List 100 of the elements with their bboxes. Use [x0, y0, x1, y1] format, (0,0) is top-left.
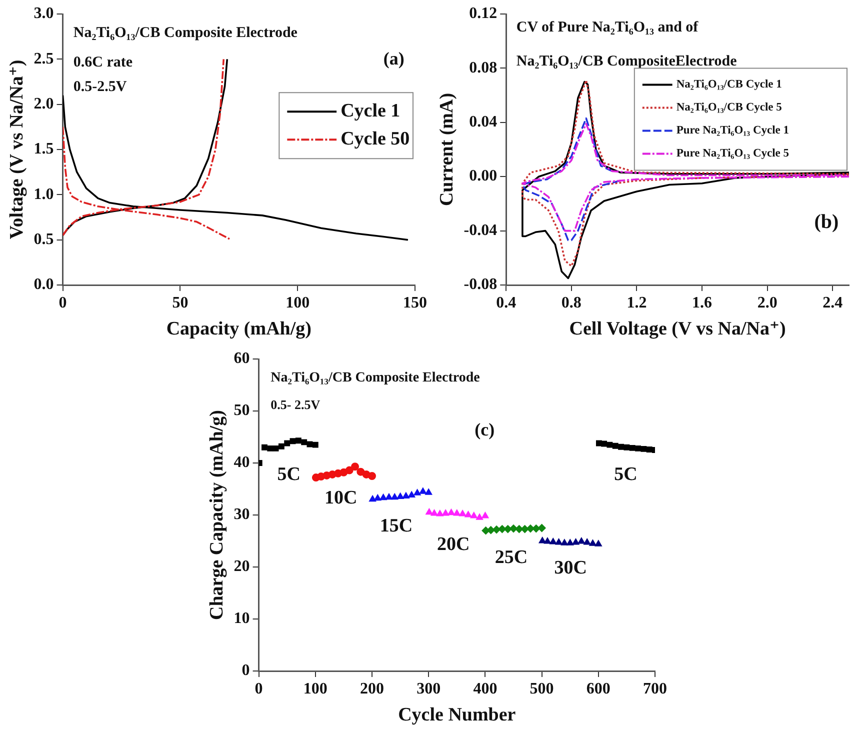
annotation: 25C	[494, 546, 528, 568]
point	[589, 540, 596, 546]
point	[566, 539, 574, 546]
x-tick-label: 600	[586, 680, 610, 698]
point	[312, 442, 318, 448]
annotation: Na₂Ti₆O₁₃/CB CompositeElectrode	[516, 53, 738, 70]
y-tick-label: 1.0	[34, 186, 54, 203]
point	[301, 439, 308, 446]
point	[453, 509, 460, 516]
point	[612, 442, 618, 449]
point	[538, 537, 546, 544]
point	[550, 538, 557, 544]
point	[448, 508, 455, 516]
legend-label: Na₂Ti₆O₁₃/CB Cycle 1	[676, 78, 782, 91]
point	[482, 512, 489, 518]
annotation: 20C	[436, 534, 470, 556]
point	[426, 508, 433, 515]
point	[470, 512, 478, 518]
point	[380, 494, 387, 500]
point	[290, 438, 296, 444]
x-tick-label: 200	[360, 680, 384, 698]
x-tick-label: 500	[530, 680, 554, 698]
point	[374, 494, 382, 501]
y-tick-label: -0.08	[464, 276, 498, 294]
y-tick-label: 0.08	[469, 59, 498, 76]
y-tick-label: 0	[242, 662, 250, 680]
point	[442, 509, 450, 516]
point	[391, 493, 398, 500]
point	[606, 442, 613, 448]
line-series	[522, 117, 622, 242]
legend-label: Cycle 1	[340, 100, 400, 122]
annotation: 0.5-2.5V	[73, 79, 127, 96]
y-tick-label: 2.0	[34, 95, 54, 112]
legend-label: Pure Na₂Ti₆O₁₃ Cycle 1	[676, 124, 790, 137]
x-tick-label: 1.6	[692, 294, 712, 312]
x-tick-label: 2.4	[822, 294, 843, 312]
point	[430, 509, 438, 516]
point	[459, 510, 466, 516]
annotation: (a)	[383, 48, 404, 69]
point	[476, 514, 484, 520]
x-tick-label: 1.2	[626, 294, 647, 312]
point	[532, 524, 540, 533]
point	[408, 491, 416, 498]
x-tick-label: 2.0	[757, 294, 778, 312]
point	[640, 446, 647, 452]
annotation: 5C	[614, 464, 638, 485]
x-tick-label: 700	[643, 680, 667, 698]
point	[629, 444, 636, 451]
point	[492, 526, 501, 534]
y-tick-label: 0.00	[469, 168, 498, 185]
point	[538, 524, 546, 532]
point	[369, 495, 376, 502]
x-tick-label: 100	[303, 680, 328, 698]
point	[624, 444, 630, 450]
x-tick-label: 400	[473, 680, 498, 698]
y-tick-label: 20	[234, 558, 250, 576]
point	[646, 446, 652, 452]
annotation: 0.5- 2.5V	[270, 397, 321, 412]
x-axis-title: Capacity (mAh/g)	[166, 318, 312, 340]
y-axis-title: Current (mA)	[436, 92, 458, 206]
y-tick-label: 0.0	[34, 276, 54, 294]
legend-label: Cycle 50	[340, 128, 410, 150]
point	[385, 493, 393, 500]
y-tick-label: 2.5	[34, 50, 54, 68]
y-axis-title: Voltage (V vs Na/Na⁺)	[6, 60, 28, 240]
y-axis-title: Charge Capacity (mAh/g)	[206, 410, 228, 620]
y-tick-label: 0.5	[34, 230, 54, 248]
y-tick-label: 0.04	[469, 114, 498, 131]
x-tick-label: 150	[403, 294, 427, 312]
x-axis-title: Cycle Number	[398, 704, 516, 726]
point	[345, 466, 354, 474]
point	[544, 538, 551, 544]
point	[267, 445, 274, 452]
x-tick-label: 0	[254, 680, 263, 698]
annotation: 5C	[277, 464, 301, 485]
y-tick-label: 1.5	[34, 140, 54, 158]
x-tick-label: 300	[416, 680, 441, 698]
annotation: (c)	[474, 419, 495, 440]
annotation: 0.6C rate	[73, 54, 133, 71]
y-tick-label: 10	[234, 610, 250, 628]
point	[464, 511, 472, 518]
point	[284, 440, 290, 446]
annotation: Na₂Ti₆O₁₃/CB Composite Electrode	[73, 24, 298, 41]
x-tick-label: 0.4	[496, 294, 516, 312]
x-tick-label: 0	[58, 294, 67, 312]
y-tick-label: 60	[234, 350, 250, 368]
y-tick-label: 30	[234, 506, 250, 524]
point	[560, 539, 568, 546]
y-tick-label: -0.04	[464, 222, 498, 239]
point	[510, 524, 518, 533]
point	[261, 444, 268, 450]
legend-label: Pure Na₂Ti₆O₁₃ Cycle 5	[676, 148, 790, 160]
x-tick-label: 0.8	[561, 294, 582, 312]
point	[396, 492, 404, 500]
point	[272, 445, 279, 452]
annotation: 15C	[380, 515, 413, 536]
point	[368, 472, 376, 480]
point	[572, 538, 580, 545]
point	[295, 438, 302, 444]
point	[526, 524, 534, 533]
